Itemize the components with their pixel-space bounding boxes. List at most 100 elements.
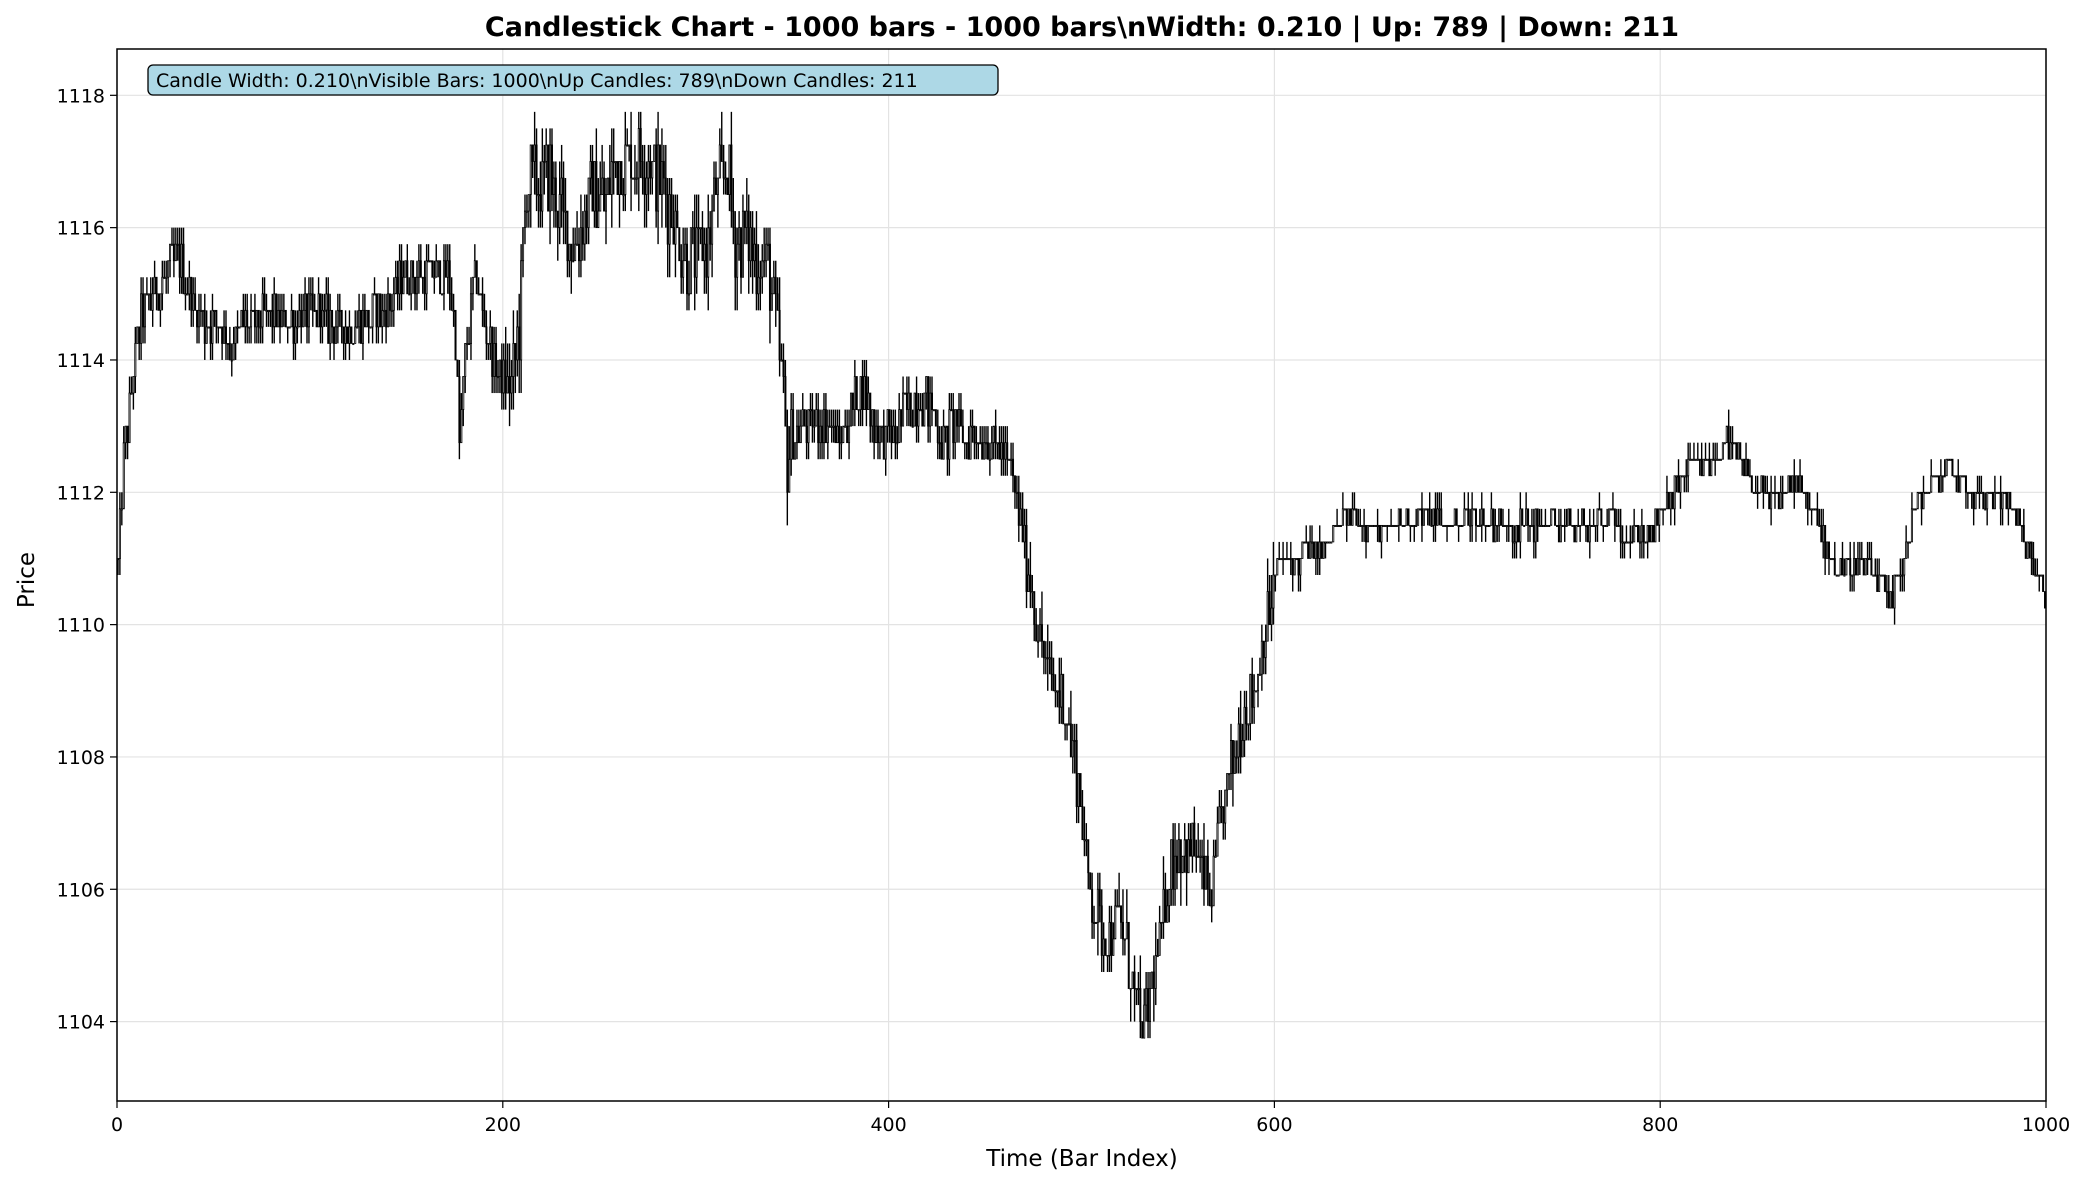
candle-body bbox=[275, 293, 278, 328]
candle-body bbox=[782, 359, 785, 377]
candle-body bbox=[1241, 740, 1244, 758]
candle-body bbox=[315, 309, 318, 328]
candle-body bbox=[1079, 773, 1082, 807]
candle-body bbox=[1496, 524, 1499, 527]
candle-body bbox=[1420, 508, 1423, 526]
candle-body bbox=[1941, 475, 1944, 478]
candle-body bbox=[682, 260, 685, 278]
candle-body bbox=[971, 425, 974, 428]
candle-body bbox=[1878, 574, 1881, 592]
candle-body bbox=[1743, 458, 1746, 477]
candle-body bbox=[549, 144, 552, 212]
candle-body bbox=[1829, 558, 1832, 561]
candle-body bbox=[1185, 839, 1188, 874]
candle-body bbox=[848, 425, 851, 444]
candle-body bbox=[452, 309, 455, 312]
candle-body bbox=[880, 425, 883, 428]
candle-body bbox=[535, 144, 538, 195]
candle-body bbox=[589, 161, 592, 179]
candle-body bbox=[1013, 475, 1016, 493]
candle-body bbox=[1677, 475, 1680, 493]
candle-body bbox=[1096, 888, 1099, 923]
candle-body bbox=[1768, 491, 1771, 510]
candle-body bbox=[1451, 524, 1454, 527]
x-tick-label: 800 bbox=[1642, 1114, 1678, 1136]
candle-body bbox=[1999, 491, 2002, 510]
candle-body bbox=[2022, 524, 2025, 543]
candle-body bbox=[217, 326, 220, 329]
candle-body bbox=[844, 425, 847, 428]
candle-body bbox=[348, 326, 351, 344]
candle-body bbox=[1629, 541, 1632, 544]
candle-body bbox=[1775, 491, 1778, 494]
candle-body bbox=[990, 442, 993, 460]
candle-body bbox=[1012, 458, 1015, 477]
candle-body bbox=[2026, 541, 2029, 559]
candle-body bbox=[931, 392, 934, 410]
candle-body bbox=[1040, 624, 1043, 642]
candle-body bbox=[1982, 491, 1985, 510]
candle-body bbox=[1528, 524, 1531, 527]
candle-body bbox=[1206, 855, 1209, 890]
candle-body bbox=[1039, 624, 1042, 642]
candle-body bbox=[1716, 458, 1719, 461]
candle-body bbox=[223, 326, 226, 344]
candle-body bbox=[280, 309, 283, 328]
candle-body bbox=[666, 194, 669, 245]
candle-body bbox=[369, 326, 372, 329]
candle-body bbox=[1702, 458, 1705, 477]
candle-body bbox=[2018, 508, 2021, 526]
candle-body bbox=[1826, 541, 1829, 559]
candle-body bbox=[749, 227, 752, 262]
candle-body bbox=[1795, 475, 1798, 493]
candle-body bbox=[421, 276, 424, 279]
candle-body bbox=[1104, 938, 1107, 956]
candle-body bbox=[520, 260, 523, 361]
candle-body bbox=[1123, 938, 1126, 941]
candle-body bbox=[948, 409, 951, 460]
candle-body bbox=[329, 309, 332, 344]
candle-body bbox=[1415, 524, 1418, 527]
candle-body bbox=[659, 144, 662, 195]
candle-body bbox=[1820, 524, 1823, 543]
candle-body bbox=[502, 359, 505, 394]
candle-body bbox=[390, 309, 393, 312]
candle-body bbox=[946, 425, 949, 460]
candle-body bbox=[792, 409, 795, 460]
candle-body bbox=[996, 442, 999, 445]
candle-body bbox=[194, 293, 197, 311]
candle-body bbox=[1839, 558, 1842, 576]
candle-body bbox=[697, 227, 700, 230]
candle-body bbox=[1731, 442, 1734, 445]
candle-body bbox=[859, 376, 862, 410]
candle-body bbox=[606, 177, 609, 195]
candle-body bbox=[1569, 508, 1572, 526]
candle-body bbox=[167, 260, 170, 278]
candle-body bbox=[1789, 475, 1792, 493]
candle-body bbox=[958, 409, 961, 427]
candle-body bbox=[1822, 524, 1825, 543]
candle-body bbox=[265, 309, 268, 312]
candle-body bbox=[722, 161, 725, 179]
candle-body bbox=[921, 409, 924, 427]
candle-body bbox=[938, 442, 941, 445]
candle-body bbox=[1376, 524, 1379, 527]
candle-body bbox=[655, 144, 658, 212]
candle-body bbox=[1727, 425, 1730, 460]
candle-body bbox=[306, 293, 309, 328]
candle-body bbox=[1052, 673, 1055, 692]
candle-body bbox=[2020, 524, 2023, 527]
candle-body bbox=[1598, 508, 1601, 511]
candle-body bbox=[1752, 491, 1755, 494]
candle-body bbox=[1573, 524, 1576, 543]
candle-body bbox=[1465, 508, 1468, 511]
candle-body bbox=[570, 243, 573, 262]
candle-body bbox=[1023, 524, 1026, 543]
candle-body bbox=[176, 243, 179, 246]
candle-body bbox=[1133, 971, 1136, 989]
candle-body bbox=[1015, 491, 1018, 494]
candle-body bbox=[523, 210, 526, 229]
candle-body bbox=[626, 144, 629, 147]
candle-body bbox=[414, 276, 417, 295]
candle-body bbox=[579, 227, 582, 262]
